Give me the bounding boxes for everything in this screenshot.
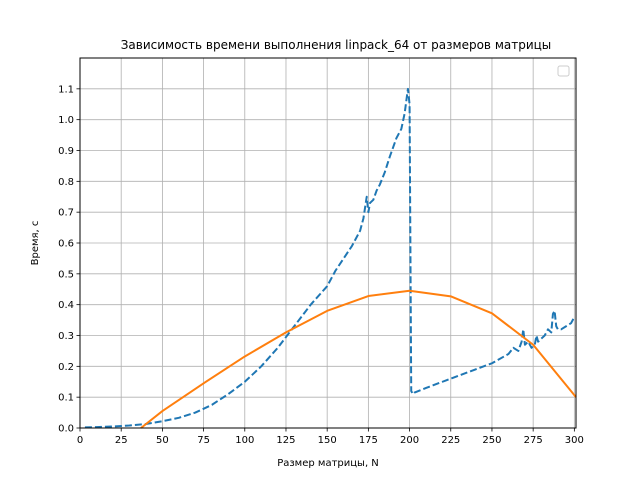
- x-tick-label: 0: [77, 435, 83, 446]
- y-tick-label: 1.0: [58, 115, 74, 126]
- y-tick-label: 0.7: [58, 208, 74, 219]
- y-ticks: 0.0 0.1 0.2 0.3 0.4 0.5 0.6 0.7 0.8 0.9 1.0 1.1: [58, 84, 80, 435]
- y-tick-label: 0.9: [58, 146, 74, 157]
- y-tick-label: 0.6: [58, 239, 74, 250]
- y-tick-label: 0.5: [58, 269, 74, 280]
- x-tick-label: 125: [276, 435, 295, 446]
- x-tick-label: 25: [115, 435, 128, 446]
- y-tick-label: 0.3: [58, 331, 74, 342]
- chart-title: Зависимость времени выполнения linpack_6…: [121, 38, 552, 52]
- series-line-1: [84, 87, 576, 429]
- x-tick-label: 150: [318, 435, 337, 446]
- x-tick-label: 175: [359, 435, 378, 446]
- series-group: [84, 87, 577, 429]
- series-line-2: [140, 289, 577, 429]
- x-tick-label: 50: [156, 435, 169, 446]
- x-tick-label: 300: [565, 435, 584, 446]
- y-tick-label: 0.8: [58, 177, 74, 188]
- y-tick-label: 0.2: [58, 362, 74, 373]
- x-axis-label: Размер матрицы, N: [277, 458, 379, 469]
- y-axis-label: Время, с: [30, 221, 41, 266]
- y-tick-label: 0.4: [58, 300, 74, 311]
- x-tick-label: 250: [482, 435, 501, 446]
- x-tick-label: 200: [400, 435, 419, 446]
- x-tick-label: 225: [441, 435, 460, 446]
- x-tick-label: 75: [197, 435, 210, 446]
- y-tick-label: 1.1: [58, 84, 74, 95]
- x-tick-label: 275: [524, 435, 543, 446]
- y-tick-label: 0.1: [58, 393, 74, 404]
- legend-box: [557, 65, 570, 77]
- x-ticks: 0 25 50 75 100 125 150 175 200 225 250 275 300: [77, 428, 584, 446]
- y-tick-label: 0.0: [58, 424, 74, 435]
- x-tick-label: 100: [235, 435, 254, 446]
